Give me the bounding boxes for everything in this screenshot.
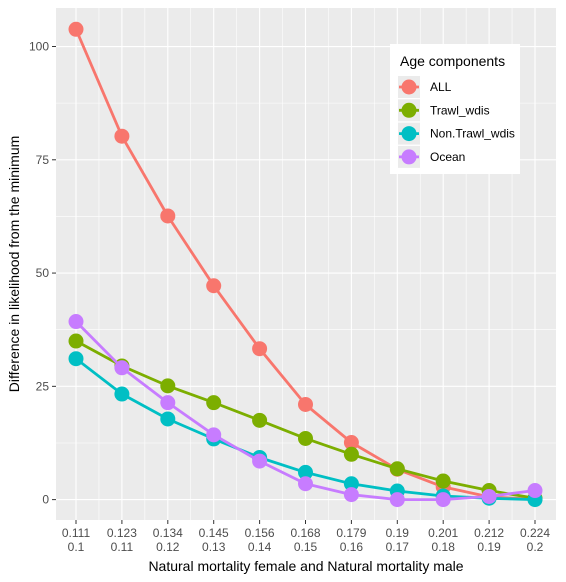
y-tick-label: 75 <box>36 153 50 167</box>
x-tick-label-male: 0.14 <box>248 540 272 554</box>
data-point <box>160 208 175 223</box>
x-tick-label-female: 0.19 <box>386 526 410 540</box>
x-tick-label-male: 0.16 <box>340 540 364 554</box>
x-tick-label-female: 0.134 <box>153 526 183 540</box>
data-point <box>114 129 129 144</box>
data-point <box>69 351 84 366</box>
data-point <box>390 492 405 507</box>
x-tick-label-female: 0.123 <box>107 526 137 540</box>
data-point <box>160 395 175 410</box>
y-tick-label: 25 <box>36 379 50 393</box>
x-tick-label-male: 0.17 <box>386 540 410 554</box>
data-point <box>69 314 84 329</box>
x-axis-title: Natural mortality female and Natural mor… <box>148 558 463 574</box>
data-point <box>206 395 221 410</box>
legend-title: Age components <box>400 53 505 69</box>
x-tick-label-male: 0.18 <box>432 540 456 554</box>
data-point <box>206 278 221 293</box>
data-point <box>390 461 405 476</box>
data-point <box>298 476 313 491</box>
y-tick-label: 50 <box>36 266 50 280</box>
x-tick-label-female: 0.156 <box>245 526 275 540</box>
data-point <box>160 378 175 393</box>
x-tick-label-female: 0.201 <box>428 526 458 540</box>
x-tick-label-male: 0.1 <box>68 540 85 554</box>
y-tick-label: 0 <box>42 493 49 507</box>
x-tick-label-male: 0.19 <box>477 540 501 554</box>
data-point <box>298 431 313 446</box>
legend-key-point <box>402 103 417 118</box>
legend-key-point <box>402 80 417 95</box>
x-tick-label-male: 0.2 <box>527 540 544 554</box>
legend-label: Ocean <box>430 150 465 164</box>
x-tick-label-male: 0.12 <box>156 540 180 554</box>
legend: Age components ALL Trawl_wdis Non.Trawl_wd… <box>390 44 520 174</box>
legend-label: ALL <box>430 80 452 94</box>
legend-key-point <box>402 149 417 164</box>
x-tick-label-female: 0.145 <box>199 526 229 540</box>
data-point <box>252 341 267 356</box>
data-point <box>528 483 543 498</box>
x-tick-label-female: 0.224 <box>520 526 550 540</box>
legend-label: Trawl_wdis <box>430 103 490 117</box>
x-tick-label-male: 0.11 <box>111 540 134 554</box>
x-tick-label-female: 0.179 <box>336 526 366 540</box>
data-point <box>482 489 497 504</box>
data-point <box>344 487 359 502</box>
x-tick-label-male: 0.13 <box>202 540 226 554</box>
data-point <box>436 474 451 489</box>
data-point <box>298 397 313 412</box>
x-tick-label-female: 0.168 <box>290 526 320 540</box>
data-point <box>206 427 221 442</box>
x-tick-label-female: 0.111 <box>62 526 91 540</box>
data-point <box>160 411 175 426</box>
x-tick-label-female: 0.212 <box>474 526 504 540</box>
x-tick-label-male: 0.15 <box>294 540 318 554</box>
data-point <box>252 413 267 428</box>
data-point <box>69 22 84 37</box>
data-point <box>114 387 129 402</box>
data-point <box>252 454 267 469</box>
y-tick-label: 100 <box>29 40 49 54</box>
data-point <box>69 334 84 349</box>
legend-label: Non.Trawl_wdis <box>430 127 515 141</box>
y-axis-title: Difference in likelihood from the minimu… <box>6 136 22 393</box>
data-point <box>344 447 359 462</box>
data-point <box>114 360 129 375</box>
legend-key-point <box>402 126 417 141</box>
data-point <box>436 492 451 507</box>
